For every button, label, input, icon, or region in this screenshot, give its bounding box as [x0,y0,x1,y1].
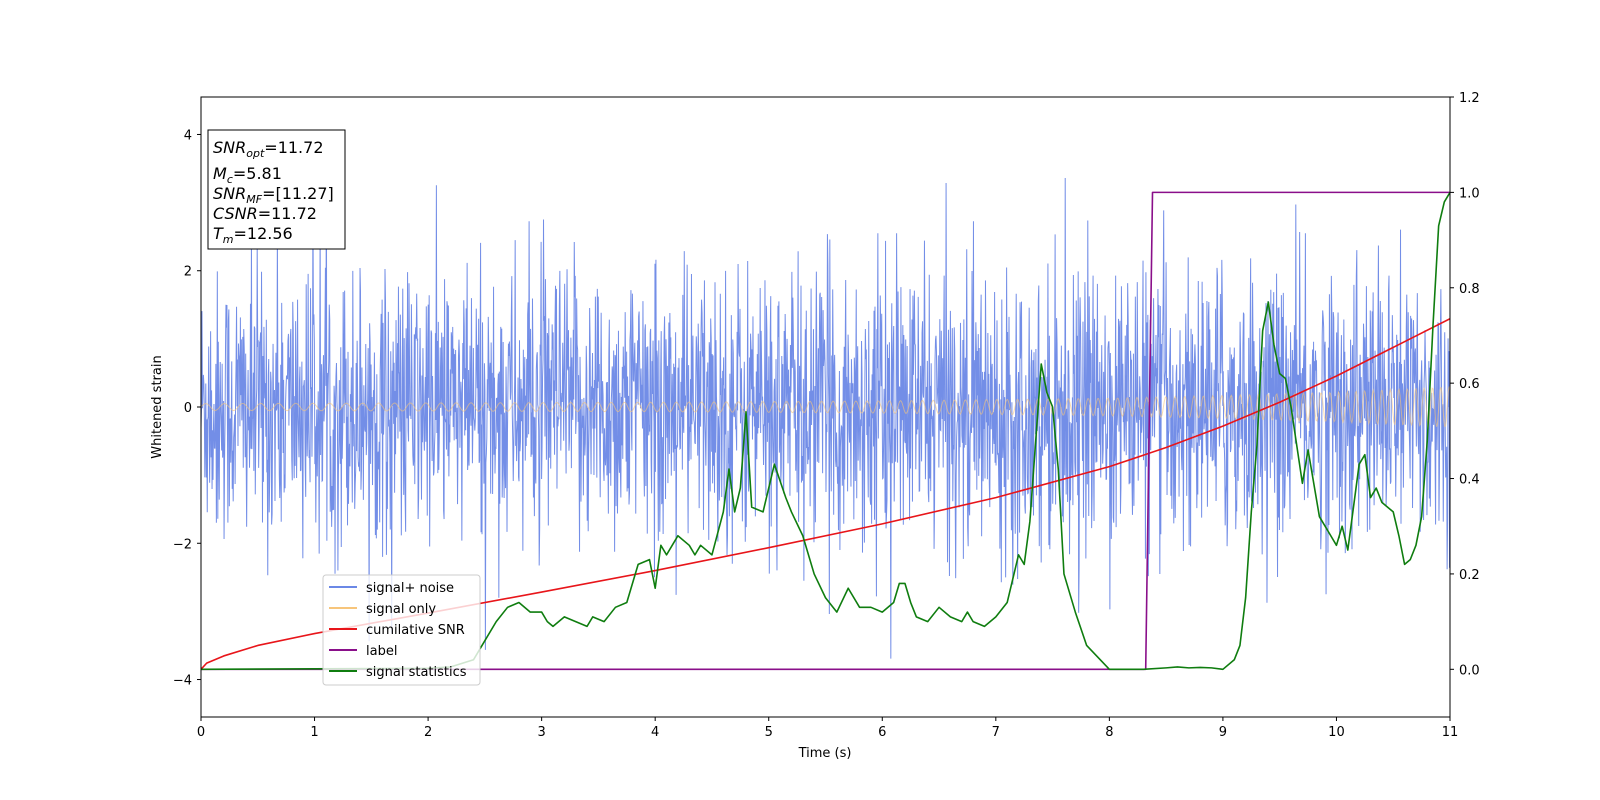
legend: signal+ noise signal only cumilative SNR… [322,574,481,686]
x-tick-label: 0 [197,725,205,740]
x-tick-label: 10 [1328,725,1345,740]
legend-label-signal-statistics: signal statistics [366,665,467,680]
x-tick-label: 6 [878,725,886,740]
y-tick-label: 4 [184,128,192,143]
y-tick-label: −2 [173,537,192,552]
y2-tick-label: 0.6 [1459,377,1480,392]
y2-tick-label: 0.2 [1459,568,1480,583]
y2-tick-label: 1.0 [1459,186,1480,201]
x-tick-label: 7 [992,725,1000,740]
annotation-snr-opt: SNRopt=11.72 [213,138,324,160]
axes: 0 1 2 3 4 5 6 7 8 9 10 11 4 2 0 −2 −4 0.0 0.2 0.4 0.6 0.8 1.0 1… [173,91,1480,740]
y2-tick-label: 0.8 [1459,282,1480,297]
x-tick-label: 3 [537,725,545,740]
legend-frame [322,574,481,686]
y2-tick-label: 0.0 [1459,663,1480,678]
legend-label-cumulative-snr: cumilative SNR [366,623,465,638]
annotation-csnr: CSNR=11.72 [213,204,317,223]
legend-label-signal-noise: signal+ noise [366,581,454,596]
y-tick-label: −4 [173,674,192,689]
x-tick-label: 5 [765,725,773,740]
x-tick-label: 11 [1442,725,1459,740]
y-tick-label: 2 [184,265,192,280]
y2-tick-label: 0.4 [1459,473,1480,488]
annotation-tm: Tm=12.56 [213,224,293,246]
series-signal-noise [201,146,1450,659]
x-tick-label: 9 [1219,725,1227,740]
plot-series [201,146,1450,671]
annotation-mc: Mc=5.81 [213,164,282,186]
series-signal-statistics [201,191,1450,671]
y-axis-label: Whitened strain [150,355,165,458]
series-signal-only [201,386,1450,428]
annotation-frame [207,129,346,250]
x-tick-label: 1 [310,725,318,740]
series-label [201,191,1450,671]
x-tick-label: 4 [651,725,659,740]
x-axis-label: Time (s) [798,746,852,761]
annotation-box: SNRopt=11.72 Mc=5.81 SNRMF=[11.27] CSNR=… [207,129,346,250]
y-tick-label: 0 [184,401,192,416]
legend-label-signal-only: signal only [366,602,436,617]
legend-label-label: label [366,644,397,659]
x-tick-label: 2 [424,725,432,740]
x-tick-label: 8 [1105,725,1113,740]
annotation-snr-mf: SNRMF=[11.27] [213,184,334,206]
y2-tick-label: 1.2 [1459,91,1480,106]
